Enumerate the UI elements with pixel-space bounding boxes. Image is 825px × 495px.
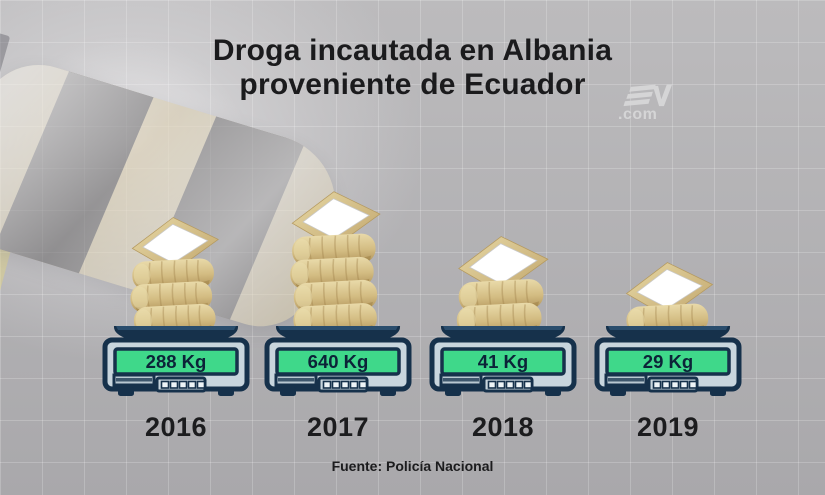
year-label: 2019: [636, 412, 700, 442]
weighing-scale: 288 Kg: [102, 326, 250, 396]
year-column-2016: 288 Kg 2016: [91, 160, 261, 495]
year-label: 2016: [144, 412, 208, 442]
page-title: Droga incautada en Albania proveniente d…: [0, 34, 825, 102]
scale-display: [440, 347, 566, 376]
drug-package-stack: [455, 235, 550, 337]
weighing-scale: 41 Kg: [429, 326, 577, 396]
weighing-scale: 640 Kg: [264, 326, 412, 396]
weight-readout: 29 Kg: [643, 351, 693, 372]
year-label: 2017: [306, 412, 370, 442]
scale-display: [605, 347, 731, 376]
drug-package-stack: [288, 190, 382, 337]
year-column-2017: 640 Kg 2017: [253, 160, 423, 495]
scale-display: [113, 347, 239, 376]
year-label: 2018: [471, 412, 535, 442]
year-column-2018: 41 Kg 2018: [418, 160, 588, 495]
drug-package-stack: [128, 216, 221, 337]
weight-readout: 41 Kg: [478, 351, 528, 372]
weight-readout: 288 Kg: [146, 351, 207, 372]
source-caption: Fuente: Policía Nacional: [331, 458, 494, 474]
title-line-1: Droga incautada en Albania: [212, 34, 613, 67]
title-line-2: proveniente de Ecuador: [239, 68, 586, 101]
ecuavisa-logo: .com: [612, 84, 708, 124]
chart-area: 288 Kg 2016: [0, 160, 825, 495]
scale-display: [275, 347, 401, 376]
logo-com-text: .com: [618, 106, 658, 123]
weighing-scale: 29 Kg: [594, 326, 742, 396]
ecuavisa-ev-icon: [623, 84, 673, 107]
weight-readout: 640 Kg: [308, 351, 369, 372]
year-column-2019: 29 Kg 2019: [583, 160, 753, 495]
